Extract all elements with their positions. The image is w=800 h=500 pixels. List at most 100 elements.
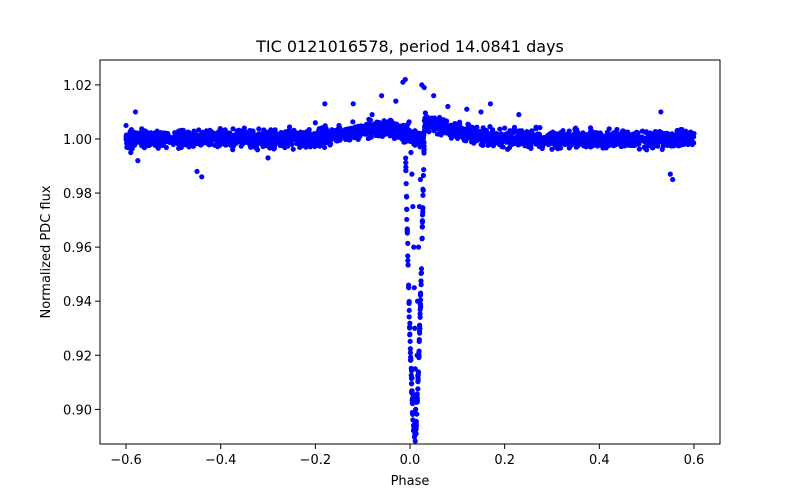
chart-title: TIC 0121016578, period 14.0841 days bbox=[255, 37, 564, 56]
data-point bbox=[420, 192, 426, 198]
data-point bbox=[487, 101, 494, 107]
data-point bbox=[124, 144, 130, 150]
y-tick-label: 0.98 bbox=[63, 187, 92, 202]
data-point bbox=[404, 206, 410, 213]
data-point bbox=[525, 130, 531, 137]
data-point bbox=[418, 282, 424, 288]
data-point bbox=[405, 282, 412, 288]
data-point bbox=[250, 128, 256, 134]
data-point bbox=[409, 409, 416, 416]
data-point bbox=[579, 140, 586, 146]
data-point bbox=[403, 160, 409, 166]
data-point bbox=[366, 116, 372, 122]
data-point bbox=[409, 381, 415, 387]
data-point bbox=[383, 130, 389, 136]
y-axis-ticks: 0.90 0.92 0.94 0.96 0.98 1.00 1.02 bbox=[63, 79, 100, 418]
data-point bbox=[422, 110, 428, 116]
data-point bbox=[574, 131, 580, 137]
y-tick-label: 0.94 bbox=[63, 295, 92, 310]
data-point bbox=[408, 129, 414, 135]
data-point bbox=[658, 109, 664, 115]
data-point bbox=[594, 140, 600, 147]
data-point bbox=[218, 130, 224, 137]
data-point bbox=[286, 124, 293, 130]
data-point bbox=[128, 149, 134, 156]
data-point bbox=[541, 136, 547, 142]
data-point bbox=[419, 223, 425, 230]
data-point bbox=[209, 137, 216, 143]
data-point bbox=[408, 375, 415, 381]
data-point bbox=[649, 145, 656, 151]
data-point bbox=[487, 124, 493, 130]
data-point bbox=[441, 119, 448, 126]
data-point bbox=[407, 325, 413, 331]
x-tick-label: 0.2 bbox=[494, 453, 515, 468]
data-point bbox=[363, 125, 369, 131]
data-point bbox=[412, 325, 418, 331]
data-point bbox=[431, 115, 437, 121]
data-point bbox=[398, 123, 404, 129]
data-point bbox=[644, 147, 650, 153]
data-point bbox=[413, 431, 419, 437]
data-point bbox=[549, 146, 555, 152]
data-point bbox=[421, 84, 427, 91]
data-point bbox=[408, 365, 414, 371]
data-point bbox=[187, 136, 193, 143]
data-point bbox=[331, 133, 338, 139]
data-point bbox=[328, 136, 334, 142]
data-point bbox=[321, 144, 328, 151]
data-point bbox=[185, 129, 191, 135]
data-point bbox=[537, 143, 543, 149]
data-point bbox=[420, 209, 426, 215]
data-point bbox=[347, 133, 353, 139]
data-point bbox=[138, 140, 144, 146]
data-point bbox=[393, 133, 399, 139]
data-point bbox=[417, 314, 423, 320]
data-point bbox=[252, 134, 258, 141]
data-point bbox=[262, 137, 268, 143]
data-point bbox=[352, 134, 358, 140]
data-point bbox=[130, 137, 136, 143]
data-point bbox=[461, 137, 467, 144]
data-point bbox=[417, 176, 424, 183]
data-point bbox=[490, 143, 496, 149]
data-point bbox=[382, 125, 388, 131]
data-point bbox=[518, 132, 525, 138]
data-point bbox=[421, 118, 427, 124]
x-tick-label: 0.0 bbox=[400, 453, 421, 468]
data-point bbox=[488, 131, 495, 137]
data-point bbox=[418, 270, 424, 277]
data-point bbox=[512, 138, 519, 145]
data-point bbox=[365, 135, 371, 142]
data-point bbox=[279, 131, 285, 138]
data-point bbox=[572, 137, 578, 143]
data-point bbox=[620, 128, 626, 134]
y-tick-label: 1.02 bbox=[63, 79, 92, 94]
data-point bbox=[414, 298, 421, 304]
data-point bbox=[684, 131, 690, 138]
data-point bbox=[132, 109, 139, 115]
data-point bbox=[323, 129, 329, 136]
data-point bbox=[421, 167, 427, 173]
data-point bbox=[587, 125, 594, 131]
data-point bbox=[481, 130, 487, 136]
data-point bbox=[660, 143, 666, 149]
data-point bbox=[549, 139, 555, 145]
data-point bbox=[412, 438, 418, 444]
data-point bbox=[272, 134, 279, 140]
data-point bbox=[535, 131, 541, 137]
data-point bbox=[407, 136, 413, 142]
data-point bbox=[378, 123, 384, 129]
data-point bbox=[423, 128, 429, 134]
data-point bbox=[177, 136, 183, 142]
data-point bbox=[587, 139, 594, 146]
data-point bbox=[409, 171, 415, 177]
data-point bbox=[416, 337, 422, 343]
data-point bbox=[556, 144, 562, 150]
data-point bbox=[357, 125, 363, 131]
y-axis-label: Normalized PDC flux bbox=[39, 185, 54, 318]
data-point bbox=[405, 262, 411, 268]
data-point bbox=[229, 139, 235, 145]
data-point bbox=[525, 140, 531, 146]
data-point bbox=[530, 137, 537, 143]
